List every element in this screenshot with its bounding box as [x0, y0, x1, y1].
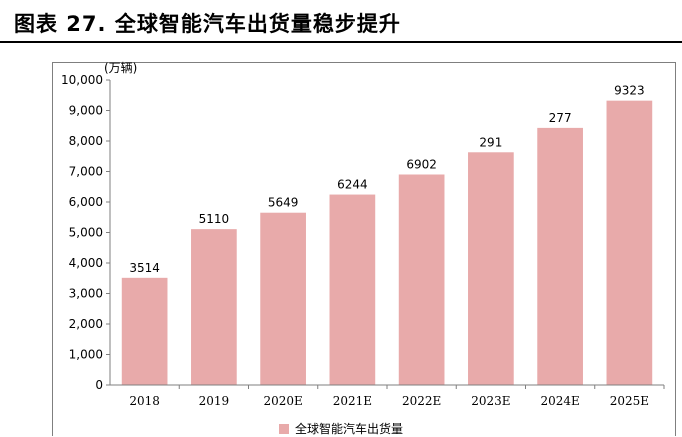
y-tick-label: 6,000 — [69, 195, 103, 209]
data-label: 277 — [549, 111, 572, 125]
data-labels: 3514 5110 5649 6244 6902 291 277 9323 — [129, 84, 644, 275]
y-tick-label: 3,000 — [69, 287, 103, 301]
y-tick-label: 4,000 — [69, 256, 103, 270]
bar-2019 — [191, 229, 237, 385]
y-tick-label: 2,000 — [69, 317, 103, 331]
x-tick-label: 2022E — [402, 394, 441, 408]
x-tick-label: 2018 — [129, 394, 160, 408]
x-tick-label: 2019 — [199, 394, 230, 408]
data-label: 3514 — [129, 261, 160, 275]
legend: 全球智能汽车出货量 — [0, 420, 682, 437]
x-axis: 2018 2019 2020E 2021E 2022E 2023E 2024E 2025E — [110, 384, 665, 408]
x-tick-label: 2024E — [540, 394, 579, 408]
x-tick-label: 2021E — [333, 394, 372, 408]
bar-2024e — [537, 127, 583, 385]
x-tick-label: 2020E — [263, 394, 302, 408]
data-label: 6244 — [337, 178, 368, 192]
y-tick-label: 10,000 — [61, 73, 103, 87]
data-label: 5649 — [268, 196, 299, 210]
y-axis: 0 1,000 2,000 3,000 4,000 5,000 6,000 7,000 8,00… — [61, 73, 111, 392]
bar-2020e — [260, 212, 306, 385]
x-tick-label: 2025E — [610, 394, 649, 408]
data-label: 6902 — [406, 157, 437, 171]
y-tick-label: 8,000 — [69, 134, 103, 148]
chart-frame — [52, 62, 676, 436]
legend-label: 全球智能汽车出货量 — [294, 422, 403, 436]
bar-2021e — [329, 194, 376, 385]
bars — [121, 100, 653, 385]
data-label: 9323 — [614, 84, 645, 98]
y-tick-label: 0 — [95, 378, 103, 392]
y-tick-label: 9,000 — [69, 104, 103, 118]
figure-title: 图表 27. 全球智能汽车出货量稳步提升 — [14, 12, 401, 36]
legend-swatch — [278, 423, 289, 434]
data-label: 291 — [479, 135, 502, 149]
bar-2018 — [121, 277, 168, 385]
title-rule — [0, 41, 682, 43]
bar-2023e — [468, 152, 514, 385]
y-tick-label: 5,000 — [69, 226, 103, 240]
bar-2022e — [398, 174, 445, 385]
bar-2025e — [606, 100, 653, 385]
data-label: 5110 — [199, 212, 230, 226]
y-tick-label: 7,000 — [69, 165, 103, 179]
unit-label: (万辆) — [104, 61, 137, 75]
x-tick-label: 2023E — [471, 394, 510, 408]
y-tick-label: 1,000 — [69, 348, 103, 362]
